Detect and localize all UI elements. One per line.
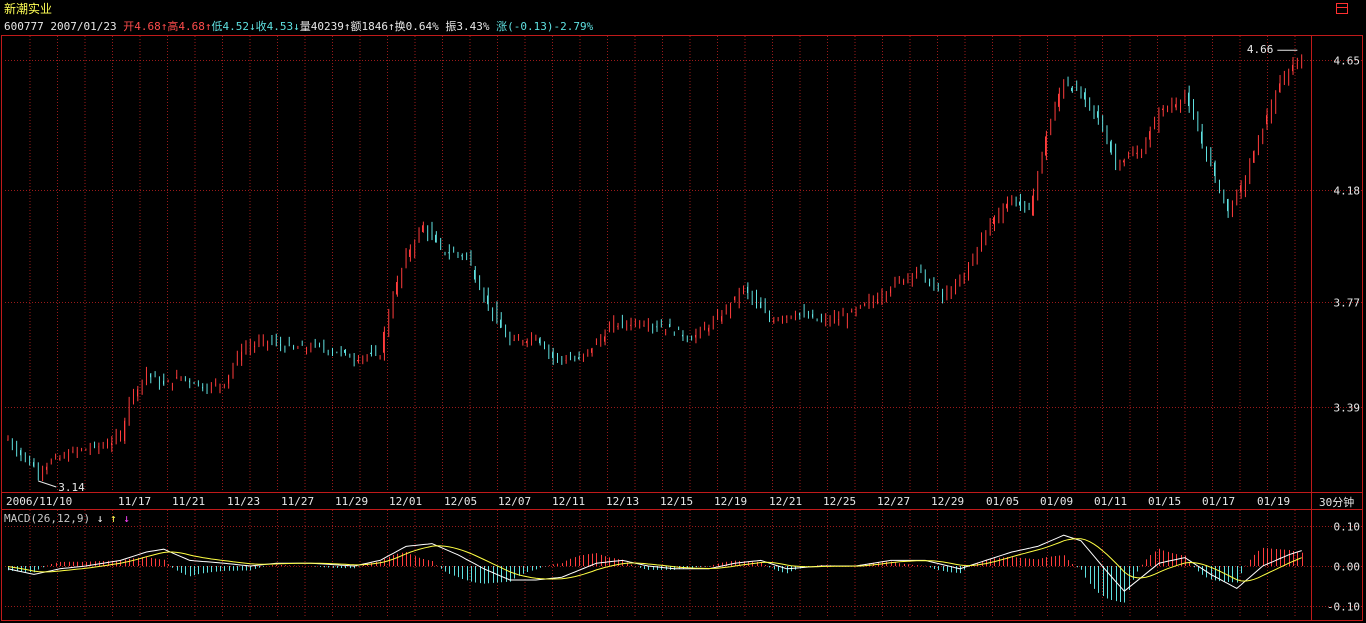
amount-value: 1846 (361, 20, 388, 33)
macd-indicator-title[interactable]: MACD(26,12,9) ↓ ↑ ↓ (4, 512, 130, 525)
date-tick-label: 12/13 (606, 495, 639, 508)
change-value: (-0.13)-2.79% (507, 20, 594, 33)
amount-arrow-icon: ↑ (387, 20, 395, 33)
date-tick-label: 11/23 (227, 495, 260, 508)
date-tick-label: 01/15 (1148, 495, 1181, 508)
volume-arrow-icon: ↑ (343, 20, 351, 33)
date-tick-label: 12/21 (769, 495, 802, 508)
volume-value: 40239 (310, 20, 344, 33)
high-arrow-icon: ↑ (204, 20, 212, 33)
low-label: 低 (211, 20, 223, 33)
date-tick-label: 12/11 (552, 495, 585, 508)
date-tick-label: 11/27 (281, 495, 314, 508)
high-value: 4.68 (178, 20, 205, 33)
low-value: 4.52 (222, 20, 249, 33)
high-label: 高 (167, 20, 179, 33)
amplitude-label: 振 (445, 20, 457, 33)
close-label: 收 (255, 20, 267, 33)
date-tick-label: 12/29 (931, 495, 964, 508)
restore-window-icon[interactable] (1336, 3, 1348, 14)
amplitude-value: 3.43% (456, 20, 490, 33)
date-tick-label: 12/27 (877, 495, 910, 508)
open-arrow-icon: ↑ (160, 20, 168, 33)
macd-tick-label: 0.10 (1334, 521, 1361, 534)
price-tick-label: 4.65 (1334, 55, 1361, 68)
low-arrow-icon: ↓ (248, 20, 256, 33)
macd-tick-label: 0.00 (1334, 561, 1361, 574)
stock-name: 新潮实业 (4, 2, 53, 16)
macd-dif-line (7, 534, 1302, 592)
date-tick-label: 11/17 (118, 495, 151, 508)
macd-tick-label: -0.10 (1327, 601, 1360, 614)
open-label: 开 (123, 20, 135, 33)
price-tick-label: 3.77 (1334, 297, 1361, 310)
date-tick-label: 01/05 (986, 495, 1019, 508)
turnover-label: 换 (394, 20, 406, 33)
price-tick-label: 3.39 (1334, 402, 1361, 415)
date-tick-label: 01/17 (1202, 495, 1235, 508)
close-value: 4.53 (266, 20, 294, 33)
amount-label: 额 (350, 20, 362, 33)
date-tick-label: 12/05 (444, 495, 477, 508)
volume-label: 量 (299, 20, 311, 33)
turnover-value: 0.64% (405, 20, 439, 33)
date-tick-label: 12/19 (714, 495, 747, 508)
macd-dea-line (7, 538, 1302, 582)
quote-info-bar: 600777 2007/01/23 开4.68↑高4.68↑低4.52↓收4.5… (4, 20, 593, 33)
date-tick-label: 2006/11/10 (6, 495, 72, 508)
date-tick-label: 12/25 (823, 495, 856, 508)
min-price-pointer (38, 480, 57, 488)
date-tick-label: 01/19 (1257, 495, 1290, 508)
change-label: 涨 (496, 20, 508, 33)
date-tick-label: 11/21 (172, 495, 205, 508)
quote-date: 2007/01/23 (50, 20, 117, 33)
macd-arrow-up-icon: ↑ (109, 512, 117, 525)
price-tick-label: 4.18 (1334, 185, 1361, 198)
date-tick-label: 01/11 (1094, 495, 1127, 508)
date-tick-label: 12/07 (498, 495, 531, 508)
max-price-label: 4.66 (1247, 43, 1274, 56)
period-selector[interactable]: 30分钟 (1319, 496, 1355, 509)
chart-frame (1, 35, 1363, 621)
open-value: 4.68 (134, 20, 161, 33)
macd-label: MACD(26,12,9) (4, 512, 91, 525)
date-tick-label: 12/01 (389, 495, 422, 508)
close-arrow-icon: ↓ (293, 20, 300, 33)
macd-arrow-down-magenta-icon: ↓ (123, 512, 130, 525)
date-tick-label: 11/29 (335, 495, 368, 508)
stock-code: 600777 (4, 20, 44, 33)
macd-arrow-down-icon: ↓ (96, 512, 104, 525)
date-tick-label: 12/15 (660, 495, 693, 508)
min-price-label: 3.14 (58, 481, 85, 494)
date-tick-label: 01/09 (1040, 495, 1073, 508)
